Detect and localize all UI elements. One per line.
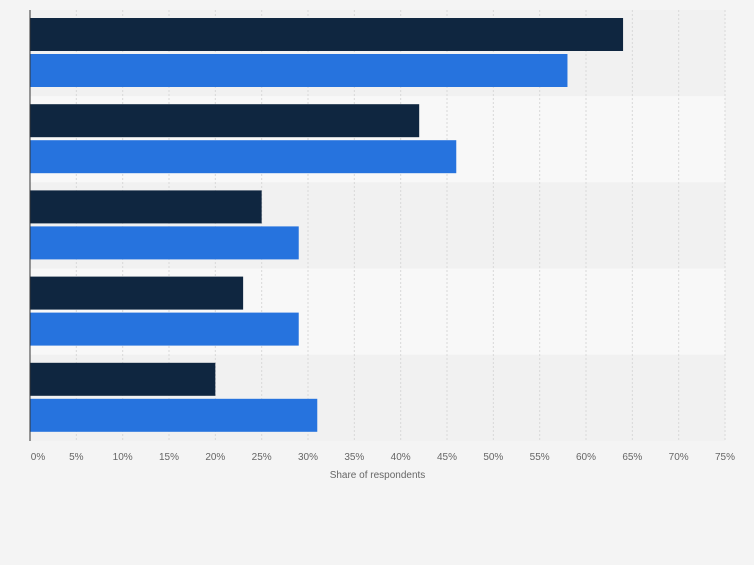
bar-series1-category3 xyxy=(30,190,262,224)
bar-series2-category4 xyxy=(30,312,299,346)
bars xyxy=(30,18,624,432)
bar-series1-category5 xyxy=(30,362,216,396)
bar-series1-category4 xyxy=(30,276,244,310)
x-tick-label-40: 40% xyxy=(391,452,411,463)
x-tick-label-35: 35% xyxy=(344,452,364,463)
bar-series2-category5 xyxy=(30,398,318,432)
bar-series2-category2 xyxy=(30,140,457,174)
bar-series2-category3 xyxy=(30,226,299,260)
x-tick-label-30: 30% xyxy=(298,452,318,463)
x-tick-label-25: 25% xyxy=(252,452,272,463)
x-tick-labels: 0% 5% 10% 15% 20% 25% 30% 35% 40% 45% 50% 55% 60% 65%… xyxy=(31,452,735,463)
x-tick-label-10: 10% xyxy=(113,452,133,463)
x-tick-label-15: 15% xyxy=(159,452,179,463)
x-tick-label-45: 45% xyxy=(437,452,457,463)
x-axis-label: Share of respondents xyxy=(330,470,426,481)
x-tick-label-75: 75% xyxy=(715,452,735,463)
x-tick-label-50: 50% xyxy=(483,452,503,463)
x-tick-label-65: 65% xyxy=(622,452,642,463)
x-tick-label-60: 60% xyxy=(576,452,596,463)
x-tick-label-55: 55% xyxy=(530,452,550,463)
x-tick-label-0: 0% xyxy=(31,452,46,463)
bar-series1-category2 xyxy=(30,104,420,138)
bar-series1-category1 xyxy=(30,18,624,51)
x-tick-label-70: 70% xyxy=(669,452,689,463)
x-tick-label-5: 5% xyxy=(69,452,84,463)
bar-series2-category1 xyxy=(30,54,568,87)
x-tick-label-20: 20% xyxy=(205,452,225,463)
